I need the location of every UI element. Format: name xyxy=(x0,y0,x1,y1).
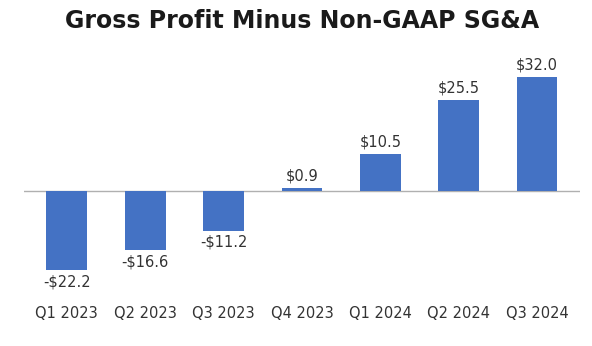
Title: Gross Profit Minus Non-GAAP SG&A: Gross Profit Minus Non-GAAP SG&A xyxy=(65,9,539,33)
Bar xyxy=(438,100,479,191)
Bar xyxy=(203,191,244,231)
Text: -$22.2: -$22.2 xyxy=(43,274,91,289)
Text: -$11.2: -$11.2 xyxy=(200,235,247,250)
Text: $0.9: $0.9 xyxy=(285,169,318,183)
Text: $10.5: $10.5 xyxy=(359,134,401,149)
Bar xyxy=(282,188,322,191)
Text: $32.0: $32.0 xyxy=(516,58,558,73)
Text: $25.5: $25.5 xyxy=(437,81,480,96)
Text: -$16.6: -$16.6 xyxy=(121,254,169,269)
Bar xyxy=(360,154,401,191)
Bar xyxy=(125,191,166,250)
Bar xyxy=(46,191,87,270)
Bar xyxy=(517,77,558,191)
